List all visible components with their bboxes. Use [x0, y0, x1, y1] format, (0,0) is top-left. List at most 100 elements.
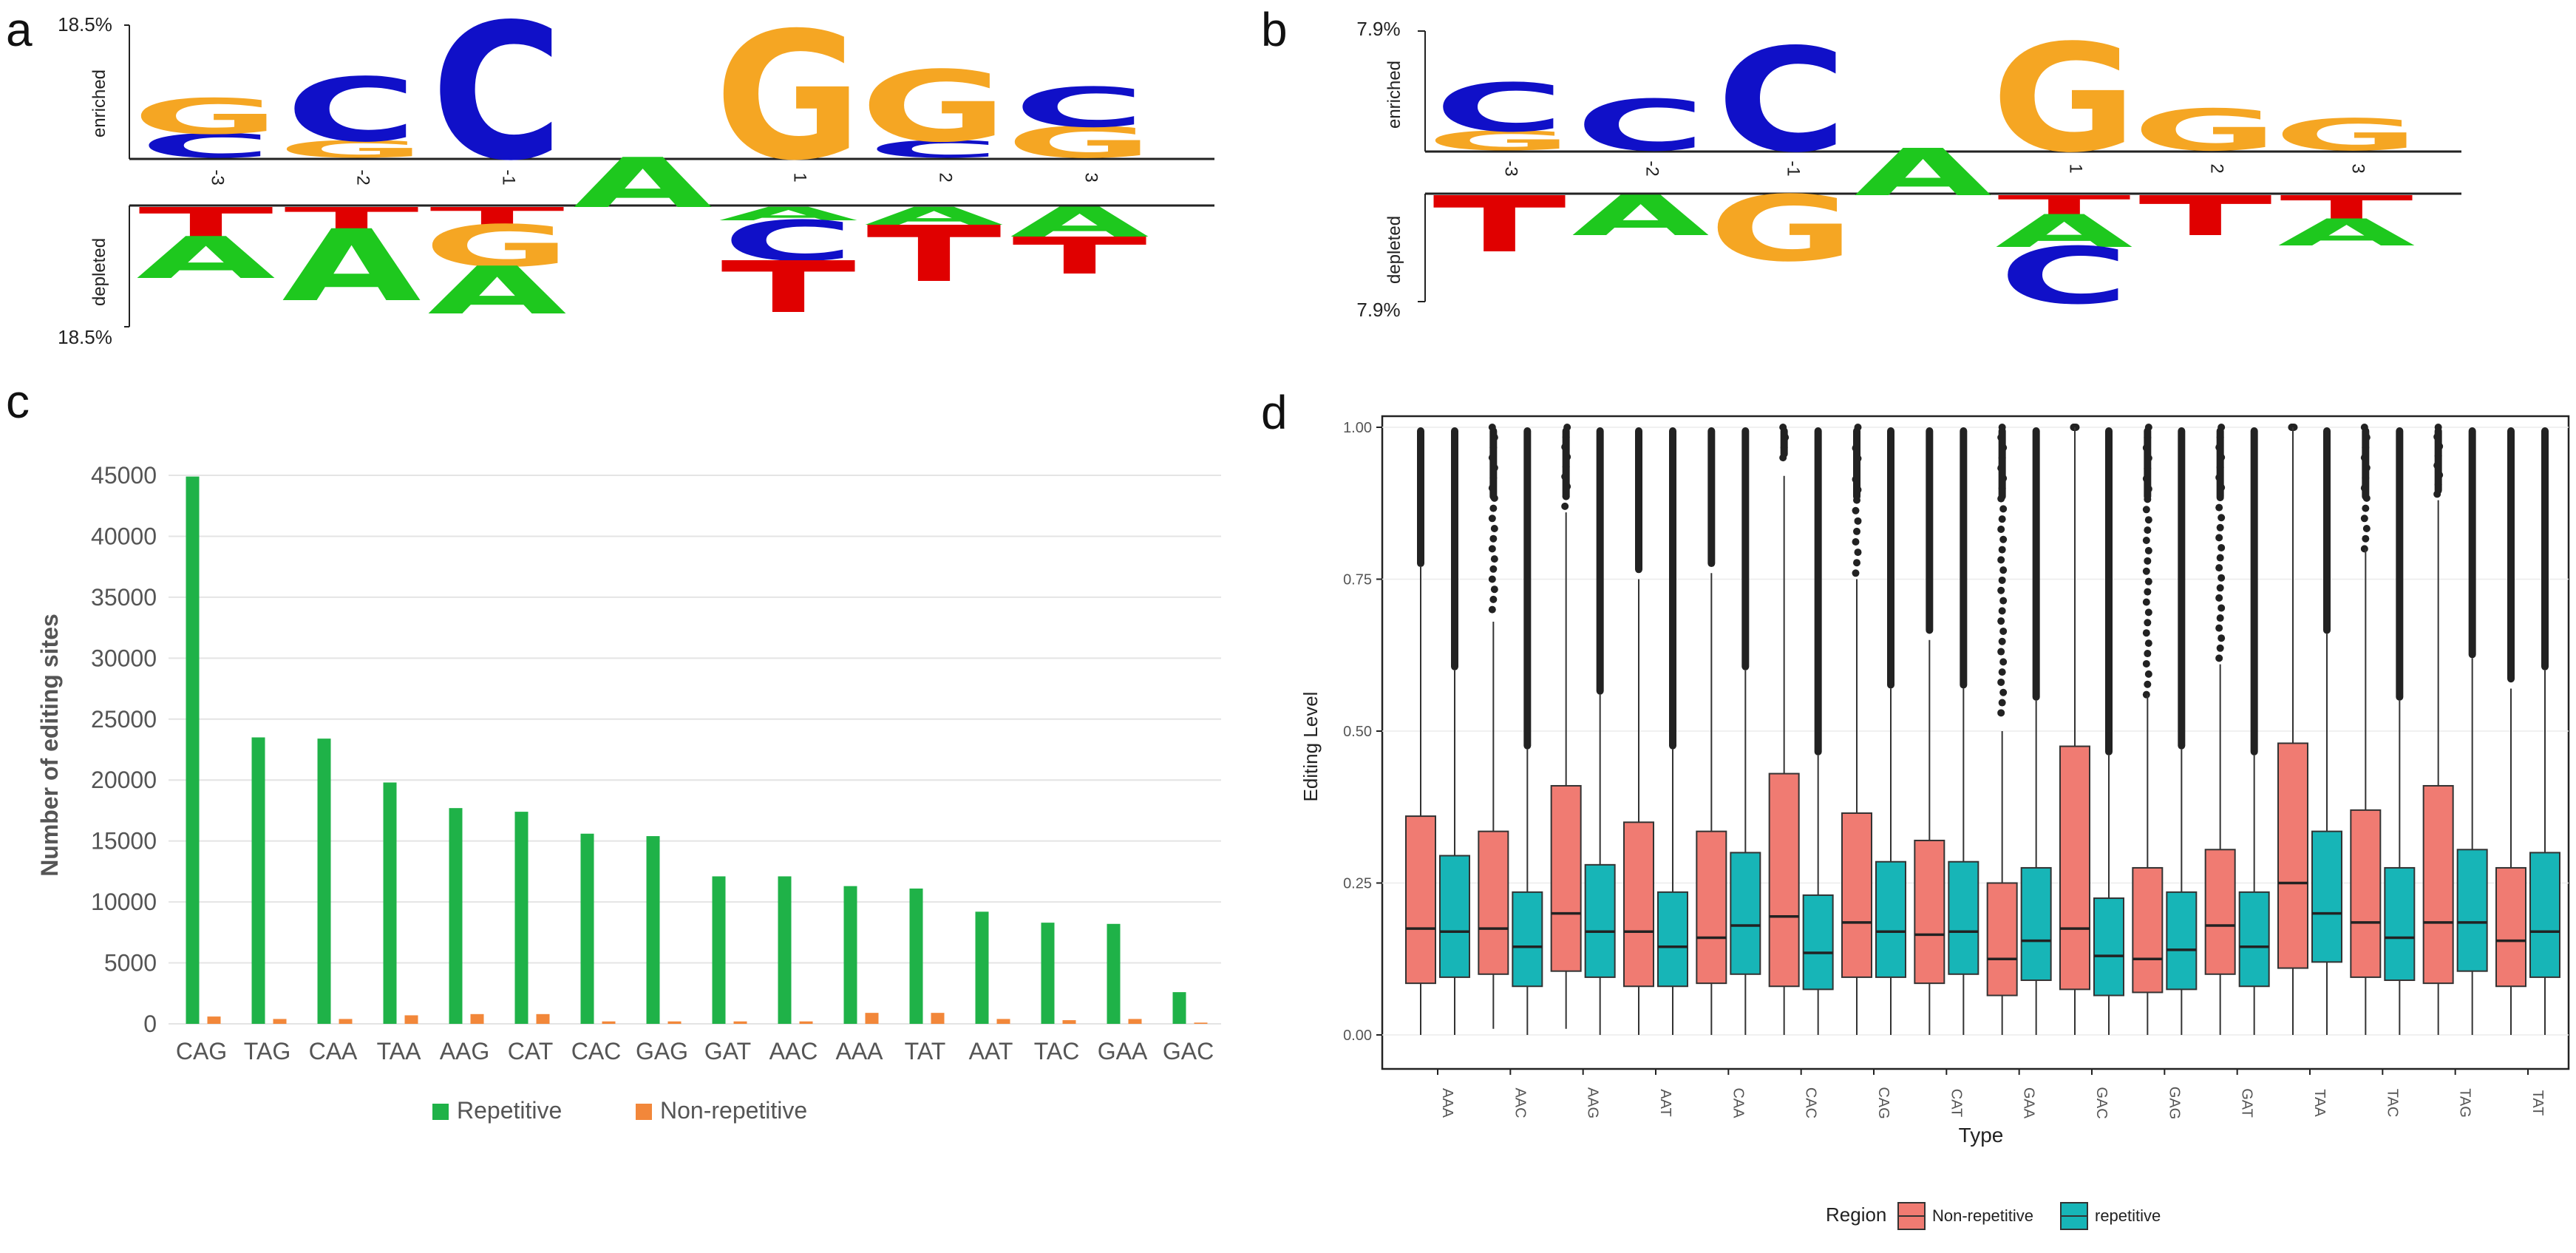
d-legend-label-repetitive: repetitive: [2095, 1206, 2161, 1225]
d-outliers-repetitive-AAG: [1596, 427, 1604, 695]
d-outliers-repetitive-GAA: [2032, 427, 2040, 701]
logo_b-pos2-down0-G: G: [1709, 177, 1855, 282]
c-legend-label-repetitive: Repetitive: [457, 1097, 562, 1124]
logo_a-pos3-center-A: A: [573, 143, 712, 223]
d-outliers-repetitive-GAT: [2250, 427, 2258, 755]
d-box-nonrepetitive-AAG: [1550, 512, 1582, 1029]
logo_a-pos0-down1-A: A: [136, 225, 275, 292]
d-xtick-AAT: AAT: [1657, 1089, 1673, 1116]
d-outliers-nonrepetitive-TAT: [2507, 427, 2515, 683]
logo-a-bottom-scale: 18.5%: [58, 326, 112, 348]
d-ytick-2: 0.50: [1343, 724, 1372, 740]
c-bar-repetitive-GAC: [1172, 992, 1186, 1024]
c-bar-nonrepetitive-AAA: [865, 1013, 879, 1024]
c-bar-repetitive-TAG: [251, 737, 265, 1024]
svg-text:G: G: [1006, 118, 1154, 168]
d-box-repetitive-GAA: [2020, 700, 2052, 1035]
c-y-axis-title: Number of editing sites: [36, 614, 63, 877]
svg-text:G: G: [424, 213, 571, 280]
d-outliers-repetitive-TAC: [2396, 427, 2404, 701]
logo-b-top-scale: 7.9%: [1356, 18, 1400, 40]
d-box-nonrepetitive-AAT: [1623, 579, 1654, 1035]
d-outliers-nonrepetitive-TAG: [2433, 424, 2444, 498]
svg-text:A: A: [427, 253, 566, 329]
d-xtick-TAC: TAC: [2384, 1089, 2400, 1118]
d-box-nonrepetitive-GAA: [1986, 731, 2018, 1035]
svg-text:G: G: [278, 136, 426, 163]
svg-text:A: A: [1854, 135, 1991, 211]
c-bar-nonrepetitive-TAG: [273, 1019, 287, 1024]
d-xtick-GAA: GAA: [2021, 1087, 2037, 1119]
c-xtick-AAT: AAT: [969, 1038, 1013, 1064]
svg-text:C: C: [1575, 85, 1706, 167]
c-bar-repetitive-CAA: [317, 738, 331, 1024]
d-outliers-repetitive-AAA: [1451, 427, 1458, 670]
logo_b-pos0-up1-C: C: [1434, 69, 1565, 146]
panel-label-a: a: [6, 3, 33, 56]
c-xtick-GAT: GAT: [704, 1038, 751, 1064]
d-outliers-repetitive-CAT: [1960, 427, 1968, 689]
c-bar-nonrepetitive-GAC: [1194, 1022, 1208, 1024]
d-outliers-nonrepetitive-AAT: [1635, 427, 1642, 574]
c-bar-repetitive-CAT: [514, 812, 529, 1024]
c-bar-repetitive-AAG: [449, 808, 463, 1024]
d-outliers-repetitive-CAG: [1887, 427, 1894, 689]
svg-text:G: G: [132, 89, 280, 146]
c-xtick-GAG: GAG: [636, 1038, 688, 1064]
logo_a-position-label-0: -3: [208, 169, 228, 185]
d-box-nonrepetitive-GAG: [2132, 694, 2164, 1035]
c-bar-nonrepetitive-CAG: [207, 1016, 221, 1024]
d-ytick-4: 1.00: [1343, 420, 1372, 436]
c-ytick-7: 35000: [91, 584, 157, 611]
logo_a-pos5-down1-T: [867, 225, 1001, 281]
d-outliers-repetitive-TAT: [2541, 427, 2549, 670]
logo-a-top-scale: 18.5%: [58, 13, 112, 35]
logo_a-position-label-6: 3: [1081, 172, 1101, 182]
c-bar-repetitive-GAA: [1107, 923, 1121, 1024]
logo-b-depleted-label: depleted: [1384, 216, 1404, 284]
d-outliers-repetitive-GAC: [2105, 427, 2113, 755]
d-outliers-nonrepetitive-AAG: [1561, 424, 1571, 510]
logo_a-pos5-up0-C: C: [868, 136, 1000, 163]
c-bar-repetitive-TAT: [909, 888, 923, 1024]
c-bar-nonrepetitive-TAT: [931, 1013, 945, 1024]
c-xtick-TAC: TAC: [1034, 1038, 1080, 1064]
c-xtick-GAC: GAC: [1163, 1038, 1214, 1064]
logo_b-pos6-up0-G: G: [2274, 109, 2419, 160]
d-box-repetitive-GAG: [2166, 749, 2198, 1035]
d-outliers-nonrepetitive-AAC: [1488, 424, 1498, 614]
svg-text:A: A: [282, 209, 421, 324]
bar-chart: 0 5000 10000 15000 20000 25000 30000 35000 40000…: [36, 462, 1221, 1124]
c-legend-swatch-nonrepetitive: [636, 1104, 652, 1120]
logo_b-position-label-1: -2: [1642, 160, 1662, 176]
d-box-repetitive-CAA: [1730, 670, 1761, 1035]
logo_b-position-label-0: -3: [1501, 160, 1521, 176]
d-box-nonrepetitive-GAT: [2204, 664, 2236, 1035]
d-xtick-GAG: GAG: [2166, 1087, 2182, 1119]
c-bar-nonrepetitive-AAT: [996, 1019, 1010, 1024]
d-legend: Region Non-repetitive repetitive: [1826, 1202, 2161, 1230]
logo_a-pos0-up0-C: C: [140, 127, 271, 166]
d-xtick-CAC: CAC: [1803, 1087, 1819, 1118]
logo_b-pos0-up0-G: G: [1427, 126, 1572, 157]
d-x-axis-title: Type: [1959, 1124, 2004, 1147]
c-bar-nonrepetitive-TAC: [1062, 1020, 1076, 1024]
c-ytick-2: 10000: [91, 889, 157, 915]
c-ytick-0: 0: [143, 1011, 157, 1037]
d-legend-label-nonrepetitive: Non-repetitive: [1932, 1206, 2033, 1225]
d-outliers-nonrepetitive-CAG: [1852, 424, 1862, 577]
d-box-nonrepetitive-CAA: [1696, 573, 1727, 1035]
d-box-repetitive-CAG: [1875, 688, 1906, 1035]
d-box-repetitive-AAA: [1439, 670, 1470, 1035]
c-legend-swatch-repetitive: [432, 1104, 449, 1120]
svg-text:C: C: [1716, 18, 1847, 184]
c-bar-repetitive-CAG: [186, 476, 200, 1024]
d-box-repetitive-AAC: [1512, 749, 1543, 1035]
d-outliers-repetitive-AAC: [1523, 427, 1532, 750]
svg-text:A: A: [136, 225, 275, 292]
logo_b-pos4-down0-T: [1998, 195, 2130, 214]
d-outliers-nonrepetitive-CAT: [1926, 427, 1934, 634]
svg-text:G: G: [860, 50, 1008, 164]
d-box-repetitive-TAC: [2384, 700, 2416, 1035]
